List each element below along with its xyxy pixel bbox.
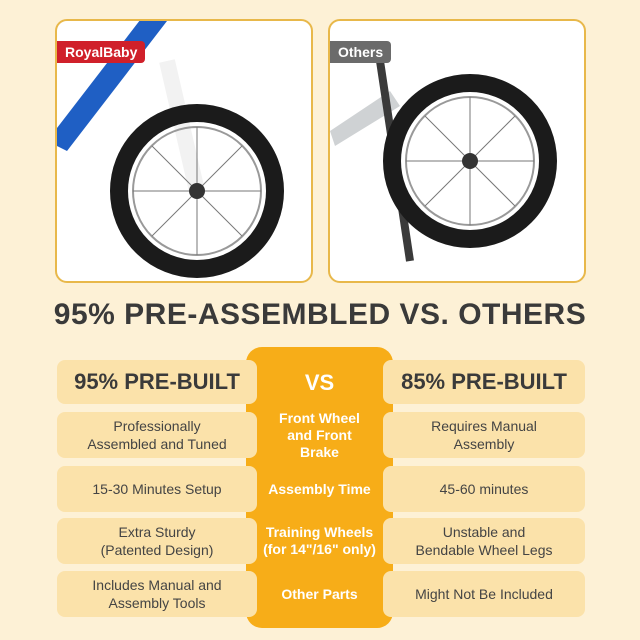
right-cell: Requires Manual Assembly bbox=[383, 412, 585, 458]
page-title: 95% PRE-ASSEMBLED VS. OTHERS bbox=[53, 298, 587, 331]
others-label: Others bbox=[330, 41, 392, 63]
left-cell: Extra Sturdy (Patented Design) bbox=[57, 518, 257, 564]
right-cell: 45-60 minutes bbox=[383, 466, 585, 512]
royalbaby-bike-photo: RoyalBaby bbox=[55, 19, 313, 283]
vs-header: VS bbox=[304, 369, 335, 395]
royalbaby-label: RoyalBaby bbox=[57, 41, 146, 63]
center-cell: Assembly Time bbox=[268, 480, 371, 497]
right-cell: Unstable and Bendable Wheel Legs bbox=[383, 518, 585, 564]
right-header: 85% PRE-BUILT bbox=[383, 360, 585, 404]
center-cell: Training Wheels (for 14"/16" only) bbox=[263, 524, 376, 557]
vs-column bbox=[246, 347, 393, 628]
left-cell: 15-30 Minutes Setup bbox=[57, 466, 257, 512]
right-cell: Might Not Be Included bbox=[383, 571, 585, 617]
left-cell: Includes Manual and Assembly Tools bbox=[57, 571, 257, 617]
center-cell: Front Wheel and Front Brake bbox=[279, 409, 360, 460]
center-cell: Other Parts bbox=[281, 585, 358, 602]
left-cell: Professionally Assembled and Tuned bbox=[57, 412, 257, 458]
left-header: 95% PRE-BUILT bbox=[57, 360, 257, 404]
others-wheel-image bbox=[330, 60, 557, 262]
others-bike-photo: Others bbox=[328, 19, 586, 283]
